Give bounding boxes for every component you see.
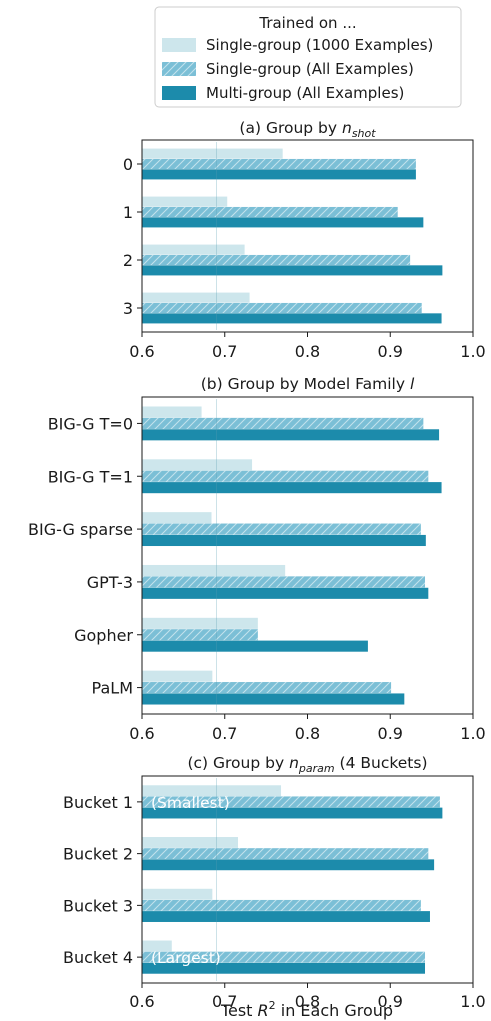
annotation-smallest: (Smallest) [151,794,230,812]
y-tick-label-gopher: Gopher [74,626,133,645]
legend-label-1000-examples: Single-group (1000 Examples) [206,36,433,54]
y-tick-label-1: 1 [123,203,133,222]
legend-swatch-1000-examples [162,38,196,52]
x-tick-label-0-9: 0.9 [378,992,403,1011]
bar-1-series-3 [142,217,424,228]
bar-hatch-0 [142,158,416,170]
bar-palm-series-3 [142,693,405,705]
bar-big-g-sparse-series-1 [142,512,212,524]
bar-hatch-big-g-sparse [142,523,421,535]
y-tick-label-bucket-3: Bucket 3 [63,896,133,915]
panel-title: (c) Group by nparam (4 Buckets) [187,754,427,775]
legend-title: Trained on ... [258,14,356,32]
y-tick-label-3: 3 [123,299,133,318]
x-tick-label-1-0: 1.0 [460,992,485,1011]
bar-big-g-t-1-series-3 [142,482,442,494]
legend-swatch-hatch [162,62,196,76]
x-tick-label-0-8: 0.8 [295,724,320,743]
bar-bucket-3-series-1 [142,888,213,900]
y-tick-label-big-g-t-0: BIG-G T=0 [48,414,133,433]
x-tick-label-0-7: 0.7 [212,342,237,361]
legend-frame [154,6,462,108]
legend-entry-multi-group: Multi-group (All Examples) [162,84,404,102]
y-tick-label-big-g-t-1: BIG-G T=1 [48,467,133,486]
panel-title: (a) Group by nshot [239,119,376,140]
bar-3-series-3 [142,313,442,324]
bar-bucket-1-series-3 [142,807,443,819]
bar-2-series-3 [142,265,443,276]
bar-hatch-palm [142,682,392,694]
y-tick-label-palm: PaLM [92,679,133,698]
x-tick-label-0-7: 0.7 [212,992,237,1011]
panel-3: (c) Group by nparam (4 Buckets) Bucket 1 (… [63,754,486,1011]
bar-bucket-3-series-3 [142,911,430,922]
bar-bucket-1-series-1 [142,785,282,797]
y-tick-label-bucket-2: Bucket 2 [63,845,133,864]
legend-label-all-examples: Single-group (All Examples) [206,60,414,78]
x-tick-label-0-9: 0.9 [378,342,403,361]
bar-bucket-4-series-3 [142,962,426,974]
axes-frame [141,396,474,715]
x-tick-label-0-6: 0.6 [129,992,154,1011]
x-tick-label-0-6: 0.6 [129,724,154,743]
x-tick-label-1-0: 1.0 [460,342,485,361]
bar-big-g-t-1-series-1 [142,459,253,471]
bar-bucket-2-series-3 [142,859,435,871]
bar-gpt-3-series-3 [142,587,429,599]
x-tick-label-1-0: 1.0 [460,724,485,743]
bar-hatch-gpt-3 [142,576,426,588]
bar-0-series-3 [142,169,416,180]
x-tick-label-0-8: 0.8 [295,992,320,1011]
y-tick-label-bucket-4: Bucket 4 [63,948,133,967]
bar-gopher-series-1 [142,617,258,629]
y-tick-label-gpt-3: GPT-3 [87,573,133,592]
bar-hatch-1 [142,206,398,218]
bar-hatch-big-g-t-0 [142,417,424,429]
y-tick-label-2: 2 [123,251,133,270]
legend-label-multi-group: Multi-group (All Examples) [206,84,404,102]
legend-entry-all-examples: Single-group (All Examples) [162,60,414,78]
y-tick-label-big-g-sparse: BIG-G sparse [28,520,133,539]
bar-big-g-sparse-series-3 [142,534,426,547]
legend-entry-1000-examples: Single-group (1000 Examples) [162,36,433,54]
bar-big-g-t-0-series-3 [142,429,440,441]
bar-bucket-4-series-1 [142,940,172,952]
annotation-largest: (Largest) [151,949,221,967]
bar-palm-series-1 [142,670,213,682]
bar-hatch-big-g-t-1 [142,470,429,482]
bar-hatch-bucket-2 [142,848,429,860]
bar-1-series-1 [142,196,228,207]
bar-2-series-1 [142,244,245,255]
bar-3-series-1 [142,292,250,303]
bar-big-g-t-0-series-1 [142,406,202,418]
bar-bucket-2-series-1 [142,837,238,848]
legend-swatch-multi-group [162,86,196,100]
x-tick-label-0-9: 0.9 [378,724,403,743]
bar-hatch-bucket-1 [142,796,440,808]
y-tick-label-0: 0 [123,155,133,174]
x-tick-label-0-7: 0.7 [212,724,237,743]
x-tick-label-0-6: 0.6 [129,342,154,361]
x-tick-label-0-8: 0.8 [295,342,320,361]
bar-hatch-3 [142,302,422,314]
bar-0-series-1 [142,148,283,159]
x-axis-label: Test R2 in Each Group [220,999,393,1020]
y-tick-label-bucket-1: Bucket 1 [63,793,133,812]
panel-1: (a) Group by nshot 0 1 2 3 0.6 0.7 0.8 0.9 1.0 [123,119,486,361]
bar-gopher-series-3 [142,640,368,652]
bar-hatch-bucket-3 [142,899,421,911]
bar-hatch-2 [142,254,411,266]
panel-2: (b) Group by Model Family l BIG-G T=0 BIG-… [28,375,486,743]
bar-hatch-bucket-4 [142,951,426,963]
panel-title: (b) Group by Model Family l [201,375,415,393]
bar-gpt-3-series-1 [142,564,286,577]
legend: Trained on ... Single-group (1000 Exampl… [154,6,462,108]
bar-hatch-gopher [142,629,258,641]
